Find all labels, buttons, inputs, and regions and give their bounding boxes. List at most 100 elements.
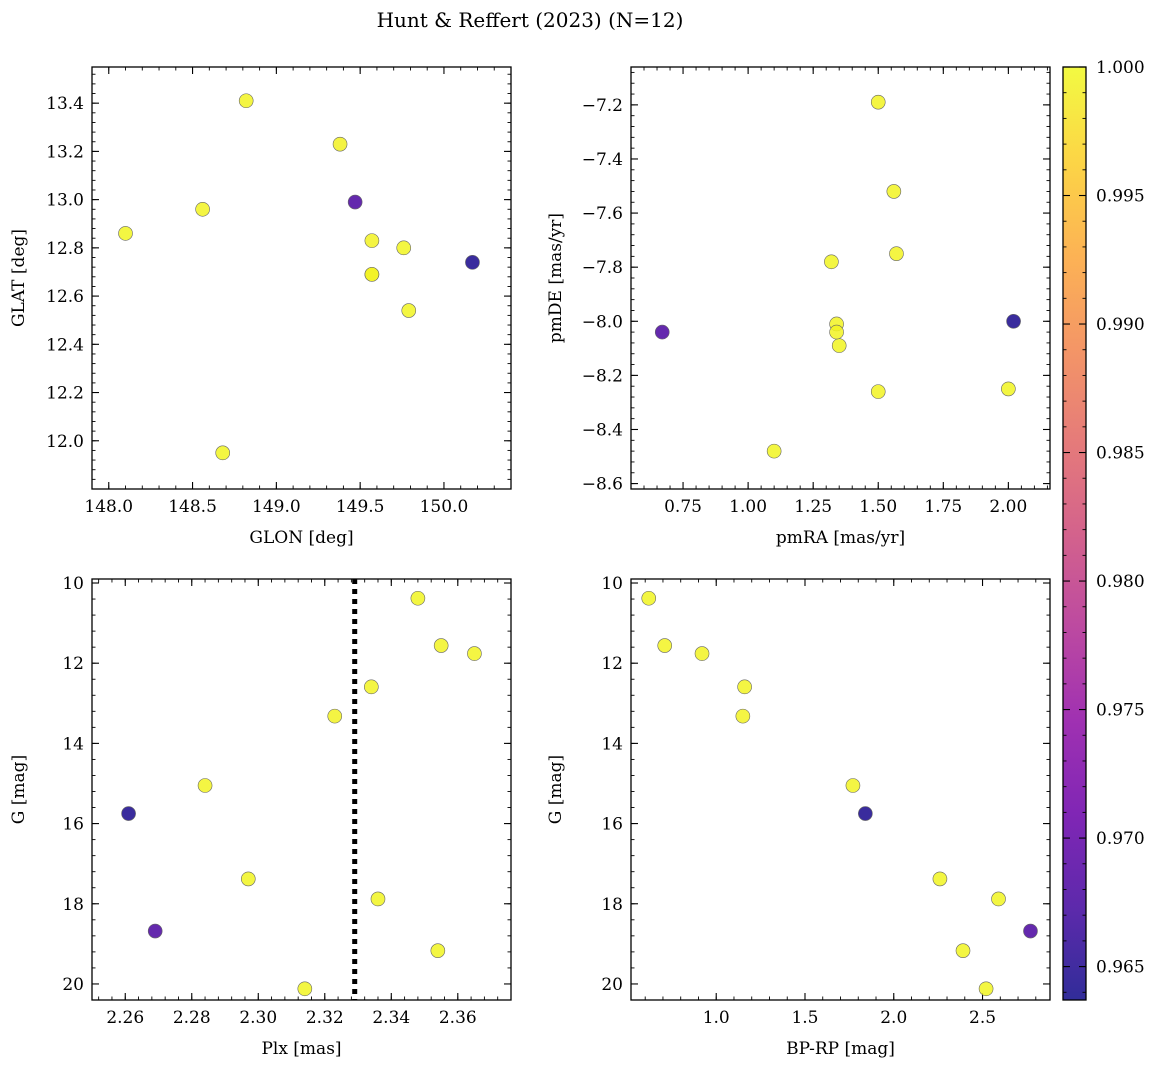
- data-point: [433, 638, 449, 653]
- data-point: [121, 806, 136, 821]
- data-point: [955, 943, 971, 958]
- data-point: [401, 303, 417, 318]
- y-tick-label: 16: [601, 815, 623, 835]
- y-tick-label: −8.2: [582, 366, 623, 386]
- data-point: [364, 267, 380, 282]
- y-tick-label: 12.2: [46, 384, 84, 404]
- y-tick-label: 20: [62, 975, 84, 995]
- x-axis-label: pmRA [mas/yr]: [776, 528, 905, 548]
- colorbar-tick-label: 1.000: [1096, 58, 1145, 78]
- subplot-2: 0.75 1.00 1.25 1.50 1.75 2.00 −8.6 −8.4 −8.2 −8.0…: [546, 66, 1051, 548]
- x-tick-label: 149.0: [252, 497, 301, 517]
- data-point: [1023, 923, 1038, 939]
- y-tick-label: −7.8: [582, 258, 623, 278]
- colorbar-tick-label: 0.990: [1096, 315, 1145, 335]
- y-tick-label: −7.4: [582, 150, 623, 170]
- x-tick-label: 1.0: [703, 1008, 730, 1028]
- y-tick-label: 16: [62, 815, 84, 835]
- data-point: [1001, 381, 1016, 397]
- x-tick-label: 2.32: [306, 1008, 344, 1028]
- data-point: [932, 871, 948, 887]
- x-tick-label: 0.75: [664, 497, 702, 517]
- data-point: [694, 646, 710, 661]
- data-point: [332, 136, 348, 152]
- data-point: [831, 338, 847, 353]
- x-tick-label: 1.5: [791, 1008, 818, 1028]
- data-point: [327, 708, 343, 724]
- subplot-3: 2.26 2.28 2.30 2.32 2.34 2.36 10 12 14 16 18 20 Plx …: [9, 574, 512, 1059]
- data-point: [347, 194, 363, 210]
- y-tick-label: 12.6: [46, 287, 84, 307]
- data-point: [829, 324, 844, 340]
- y-tick-label: 12.4: [46, 335, 84, 355]
- y-tick-label: 13.0: [46, 191, 84, 211]
- subplot-1: 148.0 148.5 149.0 149.5 150.0 12.0 12.2 12.4 12.…: [9, 66, 512, 548]
- x-tick-label: 149.5: [336, 497, 385, 517]
- data-point: [870, 384, 886, 399]
- x-tick-label: 148.5: [168, 497, 217, 517]
- axes-frame: [91, 66, 512, 490]
- x-tick-label: 1.00: [729, 497, 767, 517]
- data-point: [654, 324, 670, 340]
- data-point: [147, 923, 163, 939]
- y-axis-label: G [mag]: [546, 755, 566, 824]
- data-point: [410, 590, 426, 606]
- x-tick-label: 150.0: [420, 497, 469, 517]
- y-tick-label: 12: [601, 654, 623, 674]
- y-tick-label: 13.4: [46, 94, 84, 114]
- data-point: [364, 679, 379, 695]
- x-axis-label: GLON [deg]: [249, 528, 353, 548]
- y-tick-label: 10: [62, 574, 84, 594]
- data-point: [370, 891, 386, 907]
- y-tick-label: 20: [601, 975, 623, 995]
- data-point: [467, 646, 482, 661]
- y-tick-label: 18: [601, 895, 623, 915]
- x-tick-label: 2.36: [439, 1008, 477, 1028]
- colorbar-tick-label: 0.975: [1096, 701, 1145, 721]
- data-point: [766, 443, 782, 459]
- colorbar-gradient: [1063, 67, 1086, 1000]
- data-point: [978, 981, 994, 997]
- colorbar-tick-label: 0.965: [1096, 958, 1145, 978]
- y-axis-label: pmDE [mas/yr]: [546, 213, 566, 343]
- data-point: [889, 246, 904, 261]
- x-tick-label: 1.50: [859, 497, 897, 517]
- x-tick-label: 2.28: [173, 1008, 211, 1028]
- data-point: [858, 806, 873, 821]
- y-tick-label: −8.4: [582, 420, 623, 440]
- data-point: [737, 679, 752, 695]
- colorbar-frame: [1062, 66, 1087, 1001]
- x-tick-label: 2.00: [989, 497, 1027, 517]
- y-tick-label: 14: [601, 734, 623, 754]
- x-axis-label: Plx [mas]: [261, 1039, 341, 1059]
- data-point: [238, 93, 254, 109]
- figure-title: Hunt & Reffert (2023) (N=12): [377, 8, 684, 32]
- data-point: [886, 184, 902, 199]
- data-point: [870, 94, 886, 110]
- colorbar-ticks: 0.965 0.970 0.975 0.980 0.985 0.990 0.995 1.000: [1063, 58, 1145, 993]
- data-point: [297, 981, 313, 997]
- axes-frame: [630, 66, 1051, 490]
- y-tick-label: 12: [62, 654, 84, 674]
- x-tick-label: 1.25: [794, 497, 832, 517]
- subplot-4: 1.0 1.5 2.0 2.5 10 12 14 16 18 20 BP-RP [mag] G [ma…: [546, 574, 1051, 1059]
- data-point: [824, 254, 839, 270]
- data-point: [215, 445, 231, 461]
- y-tick-label: 14: [62, 734, 84, 754]
- y-tick-label: 13.2: [46, 142, 84, 162]
- data-point: [991, 891, 1006, 907]
- x-tick-label: 148.0: [84, 497, 133, 517]
- x-tick-label: 2.30: [239, 1008, 277, 1028]
- data-point: [845, 778, 861, 793]
- data-point: [240, 871, 256, 887]
- x-tick-label: 2.34: [372, 1008, 410, 1028]
- data-point: [1006, 313, 1021, 329]
- data-point: [735, 708, 751, 724]
- colorbar-tick-label: 0.970: [1096, 829, 1145, 849]
- colorbar-tick-label: 0.980: [1096, 572, 1145, 592]
- y-tick-label: −7.6: [582, 204, 623, 224]
- colorbar-tick-label: 0.995: [1096, 187, 1145, 207]
- x-tick-label: 1.75: [924, 497, 962, 517]
- y-tick-label: 12.0: [46, 432, 84, 452]
